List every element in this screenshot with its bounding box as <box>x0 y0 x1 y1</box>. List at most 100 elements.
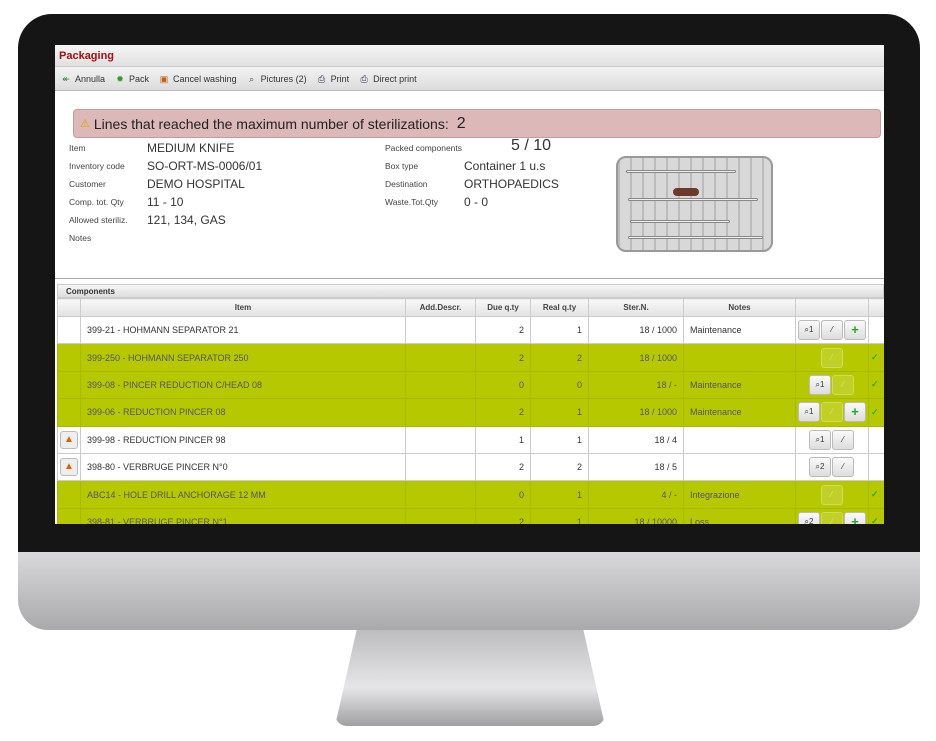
detail-label: Packed components <box>385 143 463 153</box>
pictures-icon: ⌕ <box>249 73 255 84</box>
pack-checkbox[interactable] <box>868 315 884 345</box>
cell-add <box>405 370 476 400</box>
pictures-count: 2 <box>820 462 825 472</box>
cell-item: 399-21 - HOHMANN SEPARATOR 21 <box>80 315 406 345</box>
cell-due: 1 <box>475 425 531 454</box>
pictures-count: 1 <box>820 434 825 444</box>
cell-ster: 18 / 1000 <box>588 398 684 427</box>
cell-ster: 18 / 1000 <box>588 315 684 345</box>
column-header[interactable]: Ster.N. <box>588 298 684 317</box>
edit-note-button[interactable]: ⁄ <box>832 374 854 395</box>
detail-value: 5 / 10 <box>511 137 552 154</box>
pack-checkbox[interactable]: ✓ <box>868 370 884 400</box>
detail-value: 121, 134, GAS <box>147 213 226 227</box>
cell-real: 2 <box>530 343 589 372</box>
pictures-button[interactable]: ⌕2 <box>809 457 831 478</box>
monitor-chin <box>18 552 920 630</box>
pictures-button[interactable]: ⌕1 <box>809 429 831 450</box>
detail-value: ORTHOPAEDICS <box>464 177 559 191</box>
pictures-button[interactable]: ⌕1 <box>798 320 820 341</box>
column-header[interactable]: Due q.ty <box>475 298 531 317</box>
box-photo[interactable] <box>616 156 773 252</box>
toolbar-cancel-washing-button[interactable]: ▣ Cancel washing <box>159 74 237 84</box>
edit-note-button[interactable]: ⁄ <box>821 511 843 524</box>
edit-note-button[interactable]: ⁄ <box>821 402 843 423</box>
table-row[interactable]: 399-250 - HOHMANN SEPARATOR 250 2 2 18 / 10… <box>57 343 884 372</box>
app-window: Packaging ↞ Annulla ✹ Pack ▣ Cancel washing ⌕ P… <box>55 45 884 524</box>
edit-note-button[interactable]: ⁄ <box>820 484 843 505</box>
pack-checkbox[interactable]: ✓ <box>868 398 884 427</box>
cell-add <box>405 315 476 345</box>
table-row[interactable]: 398-81 - VERBRUGE PINCER N°1 2 1 18 / 10000… <box>57 507 884 524</box>
table-row[interactable]: 399-06 - REDUCTION PINCER 08 2 1 18 / 1000 M… <box>57 398 884 427</box>
column-header[interactable]: Notes <box>683 298 796 317</box>
column-header[interactable]: Item <box>80 298 406 317</box>
pictures-button[interactable]: ⌕2 <box>798 511 820 524</box>
pictures-button[interactable]: ⌕1 <box>798 402 820 423</box>
table-row[interactable]: ABC14 - HOLE DRILL ANCHORAGE 12 MM 0 1 4 / … <box>57 480 884 509</box>
detail-value: SO-ORT-MS-0006/01 <box>147 159 263 173</box>
toolbar-pack-button[interactable]: ✹ Pack <box>115 74 149 84</box>
add-icon[interactable]: + <box>844 320 866 341</box>
column-header[interactable] <box>868 298 884 317</box>
pack-checkbox[interactable] <box>868 425 884 454</box>
toolbar-annulla-button[interactable]: ↞ Annulla <box>61 74 105 84</box>
table-row[interactable]: 399-21 - HOHMANN SEPARATOR 21 2 1 18 / 1000… <box>57 315 884 345</box>
cell-add <box>405 480 476 509</box>
alert-count: 2 <box>456 114 466 132</box>
magnifier-icon: ⌕ <box>815 462 821 472</box>
cell-notes <box>683 452 796 482</box>
column-header[interactable] <box>57 298 81 317</box>
pack-checkbox[interactable] <box>868 452 884 482</box>
add-icon[interactable]: + <box>844 511 866 524</box>
pack-checkbox[interactable]: ✓ <box>868 507 884 524</box>
edit-note-button[interactable]: ⁄ <box>821 320 843 341</box>
cell-due: 2 <box>475 452 531 482</box>
toolbar-pictures-button[interactable]: ⌕ Pictures (2) <box>247 74 307 84</box>
cell-item: 399-06 - REDUCTION PINCER 08 <box>80 398 406 427</box>
magnifier-icon: ⌕ <box>804 516 810 524</box>
column-header[interactable]: Add.Descr. <box>405 298 476 317</box>
detail-value: 11 - 10 <box>147 195 184 209</box>
pictures-count: 2 <box>809 516 814 524</box>
table-row[interactable]: 399-08 - PINCER REDUCTION C/HEAD 08 0 0 18 … <box>57 370 884 400</box>
row-actions: ⌕2 ⁄ <box>795 452 869 482</box>
pictures-button[interactable]: ⌕1 <box>809 374 831 395</box>
cell-add <box>405 452 476 482</box>
edit-note-button[interactable]: ⁄ <box>832 457 854 478</box>
components-table: Item Add.Descr. Due q.ty Real q.ty Ster.N. No… <box>57 298 884 524</box>
add-icon[interactable]: + <box>844 402 866 423</box>
detail-value: 0 - 0 <box>464 195 489 209</box>
pack-checkbox[interactable]: ✓ <box>868 480 884 509</box>
toolbar-direct-print-button[interactable]: ⎙ Direct print <box>359 74 417 84</box>
table-row[interactable]: ▲ 398-80 - VERBRUGE PINCER N°0 2 2 18 / 5 ⌕2 ⁄ <box>57 452 884 482</box>
edit-note-button[interactable]: ⁄ <box>832 429 854 450</box>
toolbar-label: Print <box>330 73 350 84</box>
warning-icon[interactable]: ▲ <box>60 458 78 477</box>
row-actions: ⌕1 ⁄ <box>795 370 869 400</box>
column-header[interactable]: Real q.ty <box>530 298 589 317</box>
cell-add <box>405 507 476 524</box>
cell-real: 1 <box>530 480 589 509</box>
cell-due: 0 <box>475 370 531 400</box>
back-arrow-icon: ↞ <box>62 73 70 84</box>
edit-note-button[interactable]: ⁄ <box>820 347 843 368</box>
column-header[interactable] <box>795 298 869 317</box>
detail-label: Item <box>69 143 86 153</box>
detail-label: Comp. tot. Qty <box>69 197 124 207</box>
check-icon: ✓ <box>871 379 879 390</box>
check-icon: ✓ <box>871 406 879 417</box>
pack-checkbox[interactable]: ✓ <box>868 343 884 372</box>
row-actions: ⁄ <box>795 480 869 509</box>
row-actions: ⌕1 ⁄ + <box>795 398 869 427</box>
detail-label: Box type <box>385 161 419 171</box>
sterilization-alert: ⚠ Lines that reached the maximum number … <box>73 109 881 138</box>
cell-item: ABC14 - HOLE DRILL ANCHORAGE 12 MM <box>80 480 406 509</box>
row-actions: ⌕1 ⁄ <box>795 425 869 454</box>
warning-icon[interactable]: ▲ <box>60 430 78 449</box>
cell-ster: 18 / 10000 <box>588 507 684 524</box>
toolbar-print-button[interactable]: ⎙ Print <box>317 73 350 84</box>
table-row[interactable]: ▲ 399-98 - REDUCTION PINCER 98 1 1 18 / 4 ⌕1 ⁄ <box>57 425 884 454</box>
cell-item: 399-98 - REDUCTION PINCER 98 <box>80 425 406 454</box>
magnifier-icon: ⌕ <box>815 379 821 389</box>
